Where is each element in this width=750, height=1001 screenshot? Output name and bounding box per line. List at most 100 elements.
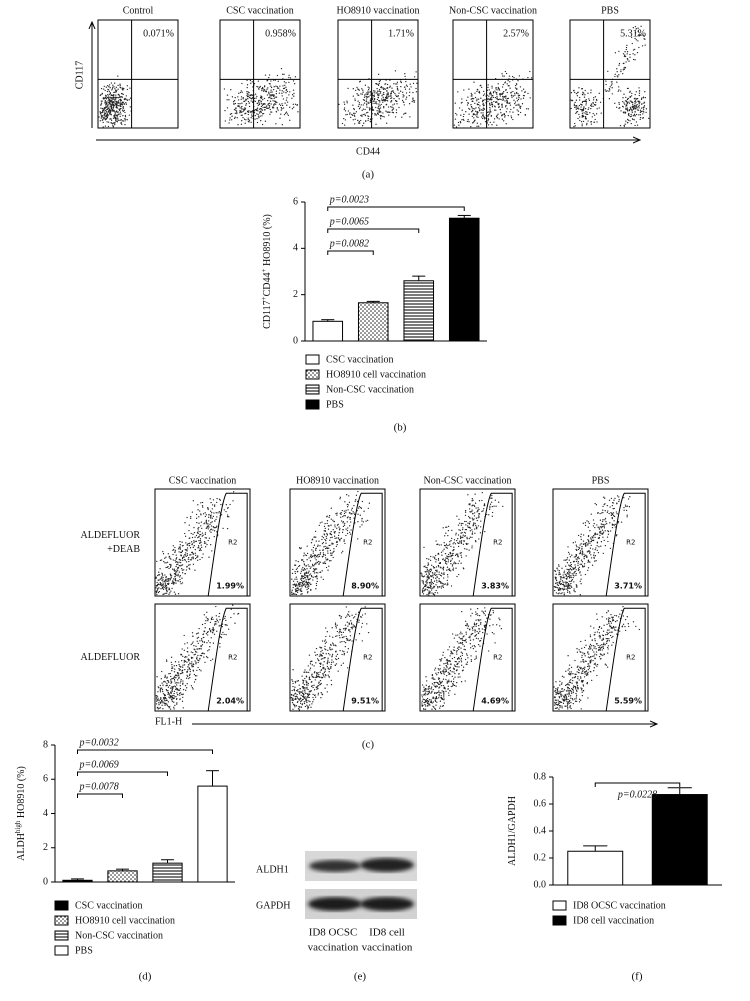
event-dot bbox=[365, 100, 367, 103]
event-dot bbox=[233, 613, 235, 615]
event-dot bbox=[226, 107, 229, 109]
event-dot bbox=[186, 543, 189, 545]
event-dot bbox=[179, 544, 181, 546]
event-dot bbox=[343, 103, 346, 105]
event-dot bbox=[362, 91, 364, 93]
event-dot bbox=[590, 104, 592, 107]
event-dot bbox=[442, 585, 444, 587]
event-dot bbox=[481, 491, 483, 494]
event-dot bbox=[211, 658, 214, 660]
event-dot bbox=[439, 700, 442, 702]
event-dot bbox=[172, 583, 175, 585]
event-dot bbox=[319, 571, 321, 574]
event-dot bbox=[166, 704, 169, 707]
event-dot bbox=[158, 700, 160, 702]
event-dot bbox=[627, 119, 630, 121]
event-dot bbox=[488, 113, 491, 115]
event-dot bbox=[107, 93, 109, 96]
event-dot bbox=[573, 560, 575, 563]
event-dot bbox=[387, 96, 389, 98]
event-dot bbox=[471, 505, 473, 507]
event-dot bbox=[583, 92, 585, 94]
event-dot bbox=[382, 115, 384, 118]
event-dot bbox=[311, 539, 313, 541]
event-dot bbox=[239, 110, 241, 112]
event-dot bbox=[445, 543, 448, 545]
event-dot bbox=[618, 89, 620, 91]
event-dot bbox=[422, 583, 425, 585]
event-dot bbox=[170, 687, 172, 689]
event-dot bbox=[170, 698, 173, 700]
event-dot bbox=[293, 688, 295, 691]
event-dot bbox=[437, 559, 440, 561]
event-dot bbox=[507, 114, 509, 117]
event-dot bbox=[482, 510, 484, 512]
event-dot bbox=[479, 532, 482, 534]
event-dot bbox=[184, 684, 187, 687]
event-dot bbox=[488, 102, 491, 104]
event-dot bbox=[446, 556, 449, 558]
event-dot bbox=[349, 525, 351, 527]
event-dot bbox=[254, 108, 257, 111]
event-dot bbox=[268, 93, 270, 95]
event-dot bbox=[181, 671, 184, 674]
event-dot bbox=[395, 95, 398, 98]
event-dot bbox=[178, 551, 180, 553]
event-dot bbox=[315, 676, 317, 679]
event-dot bbox=[173, 548, 175, 551]
event-dot bbox=[232, 604, 234, 606]
event-dot bbox=[338, 103, 340, 106]
event-dot bbox=[375, 82, 377, 85]
event-dot bbox=[315, 674, 318, 676]
event-dot bbox=[577, 562, 579, 564]
event-dot bbox=[162, 697, 165, 699]
event-dot bbox=[124, 120, 126, 122]
event-dot bbox=[102, 111, 104, 114]
event-dot bbox=[270, 97, 272, 99]
event-dot bbox=[575, 92, 578, 95]
event-dot bbox=[347, 504, 349, 506]
event-dot bbox=[469, 511, 472, 513]
event-dot bbox=[314, 651, 316, 653]
event-dot bbox=[292, 103, 294, 105]
event-dot bbox=[291, 108, 294, 110]
event-dot bbox=[301, 577, 303, 579]
event-dot bbox=[186, 553, 188, 555]
event-dot bbox=[629, 91, 631, 93]
event-dot bbox=[317, 572, 319, 574]
event-dot bbox=[475, 637, 478, 639]
event-dot bbox=[209, 630, 212, 632]
event-dot bbox=[453, 656, 456, 659]
event-dot bbox=[100, 116, 103, 118]
event-dot bbox=[357, 521, 359, 523]
event-dot bbox=[312, 570, 314, 573]
event-dot bbox=[602, 552, 604, 555]
event-dot bbox=[584, 107, 587, 110]
event-dot bbox=[600, 523, 602, 525]
event-dot bbox=[307, 575, 309, 577]
event-dot bbox=[310, 685, 313, 688]
event-dot bbox=[273, 86, 275, 88]
event-dot bbox=[267, 87, 269, 89]
event-dot bbox=[278, 92, 281, 94]
event-dot bbox=[158, 587, 160, 589]
event-dot bbox=[158, 704, 160, 706]
event-dot bbox=[636, 109, 639, 111]
event-dot bbox=[191, 632, 194, 634]
event-dot bbox=[323, 671, 326, 674]
event-dot bbox=[602, 509, 604, 511]
event-dot bbox=[304, 585, 306, 588]
event-dot bbox=[364, 613, 366, 615]
event-dot bbox=[296, 680, 298, 682]
event-dot bbox=[230, 112, 233, 115]
event-dot bbox=[473, 505, 476, 508]
event-dot bbox=[367, 119, 369, 122]
event-dot bbox=[442, 569, 445, 571]
event-dot bbox=[426, 557, 428, 560]
event-dot bbox=[385, 97, 387, 99]
event-dot bbox=[285, 82, 287, 84]
event-dot bbox=[430, 585, 432, 588]
event-dot bbox=[329, 552, 332, 554]
event-dot bbox=[268, 97, 270, 99]
event-dot bbox=[283, 73, 285, 75]
